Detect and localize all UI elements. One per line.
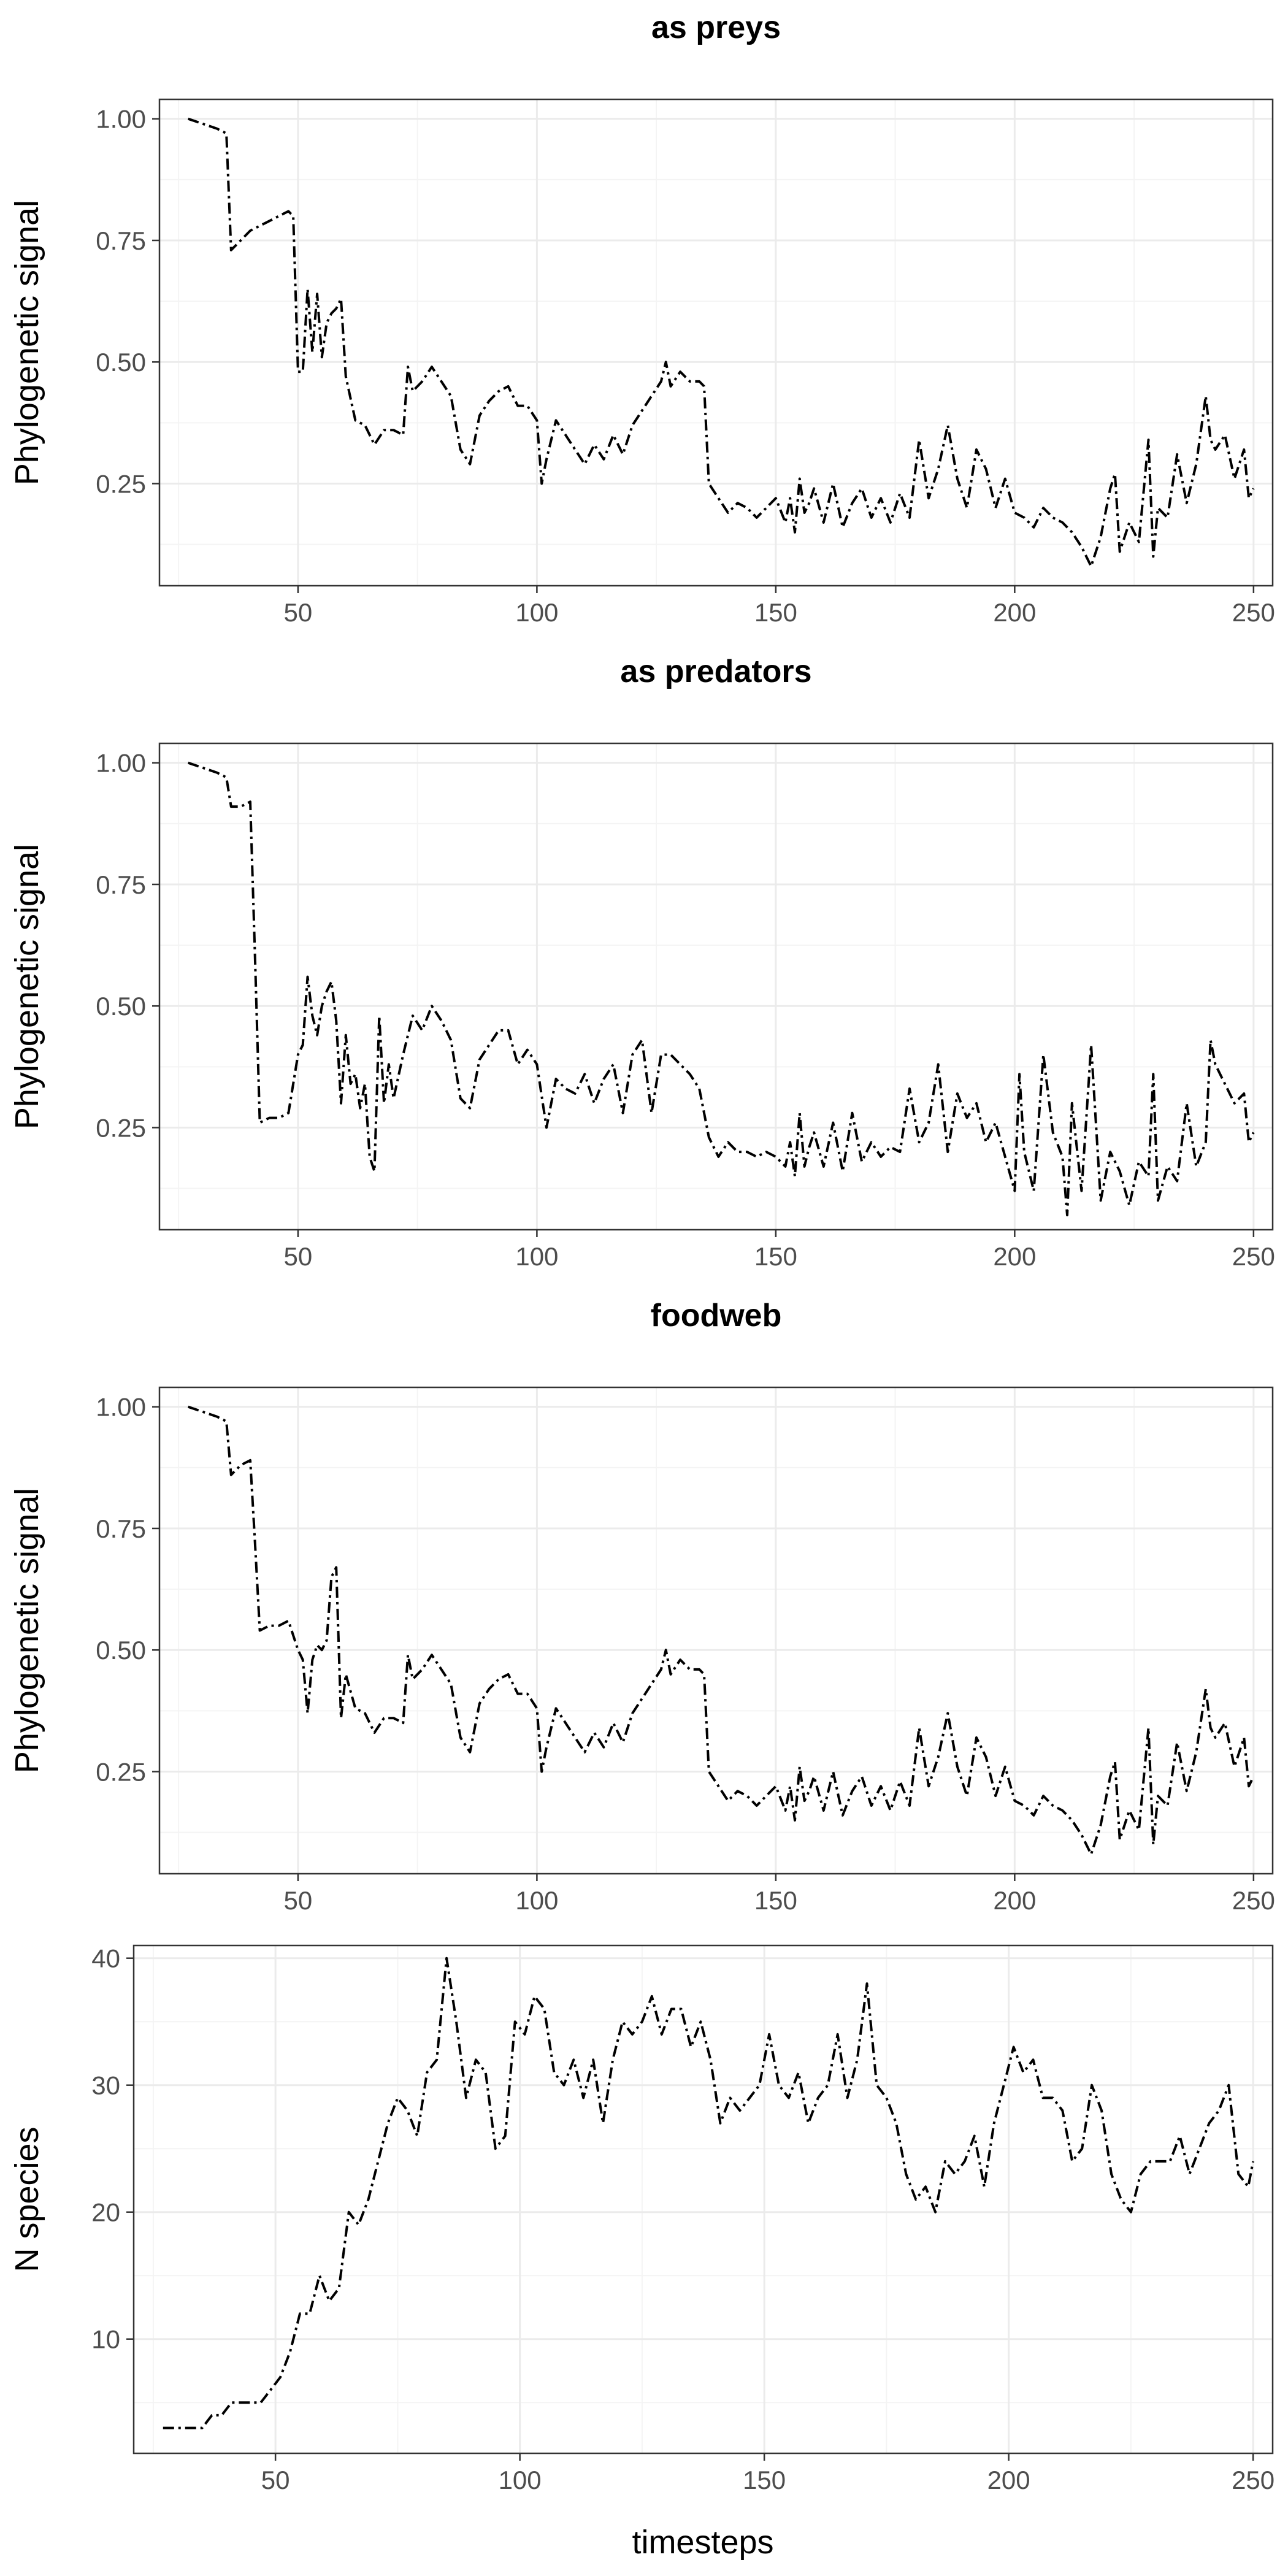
y-tick-label: 1.00 — [96, 749, 146, 778]
data-line-series-1 — [163, 1957, 1255, 2429]
chart-panel-3: 50 100 150 200 250 0.25 0.50 0.75 1.00 foodweb Phy… — [9, 1298, 1275, 1915]
y-tick-label: 20 — [91, 2198, 120, 2227]
x-tick-label: 150 — [754, 598, 797, 627]
y-tick-label: 40 — [91, 1944, 120, 1973]
x-tick-label: 100 — [515, 1886, 558, 1915]
x-tick-label: 50 — [261, 2466, 290, 2494]
y-tick-label: 10 — [91, 2325, 120, 2354]
y-axis-title: Phylogenetic signal — [9, 844, 45, 1129]
x-tick-label: 50 — [284, 598, 313, 627]
data-line-series-1 — [188, 117, 1255, 568]
panel-border — [132, 1944, 1274, 2455]
y-axis-title: Phylogenetic signal — [9, 1488, 45, 1773]
y-tick-label: 0.75 — [96, 870, 146, 899]
panel-title: foodweb — [651, 1298, 782, 1333]
chart-panels: 50 100 150 200 250 0.25 0.50 0.75 1.00 as preys Ph… — [9, 10, 1275, 2494]
y-axis-title: N species — [9, 2126, 45, 2272]
y-tick-label: 30 — [91, 2071, 120, 2100]
x-tick-label: 200 — [993, 598, 1036, 627]
y-tick-label: 0.75 — [96, 226, 146, 255]
y-tick-label: 1.00 — [96, 1393, 146, 1422]
panel-title: as predators — [620, 654, 811, 689]
panel-title: as preys — [651, 10, 781, 45]
x-tick-label: 150 — [743, 2466, 786, 2494]
x-tick-label: 50 — [284, 1242, 313, 1271]
y-tick-label: 0.25 — [96, 1113, 146, 1142]
x-tick-label: 100 — [499, 2466, 542, 2494]
x-tick-label: 200 — [987, 2466, 1030, 2494]
y-tick-label: 0.50 — [96, 992, 146, 1021]
chart-panel-4: 50 100 150 200 250 10 20 30 40 N species — [9, 1944, 1275, 2494]
y-tick-label: 0.75 — [96, 1514, 146, 1543]
x-tick-label: 250 — [1232, 1886, 1275, 1915]
x-axis-title: timesteps — [632, 2524, 773, 2561]
x-tick-label: 100 — [515, 1242, 558, 1271]
panel-border — [158, 98, 1274, 587]
panel-border — [158, 1386, 1274, 1875]
x-tick-label: 250 — [1232, 1242, 1275, 1271]
panel-border — [158, 742, 1274, 1231]
chart-panel-2: 50 100 150 200 250 0.25 0.50 0.75 1.00 as predato… — [9, 654, 1275, 1271]
x-tick-label: 250 — [1232, 598, 1275, 627]
y-tick-label: 0.25 — [96, 1757, 146, 1786]
y-tick-label: 0.50 — [96, 348, 146, 377]
x-tick-label: 200 — [993, 1242, 1036, 1271]
x-tick-label: 200 — [993, 1886, 1036, 1915]
data-line-series-1 — [188, 1405, 1255, 1856]
x-tick-label: 50 — [284, 1886, 313, 1915]
y-axis-title: Phylogenetic signal — [9, 200, 45, 485]
x-tick-label: 150 — [754, 1886, 797, 1915]
y-tick-label: 0.50 — [96, 1636, 146, 1665]
x-tick-label: 250 — [1232, 2466, 1275, 2494]
data-line-series-1 — [188, 761, 1255, 1217]
chart-panel-1: 50 100 150 200 250 0.25 0.50 0.75 1.00 as preys Ph… — [9, 10, 1275, 627]
y-tick-label: 1.00 — [96, 105, 146, 134]
x-tick-label: 100 — [515, 598, 558, 627]
y-tick-label: 0.25 — [96, 469, 146, 498]
x-tick-label: 150 — [754, 1242, 797, 1271]
